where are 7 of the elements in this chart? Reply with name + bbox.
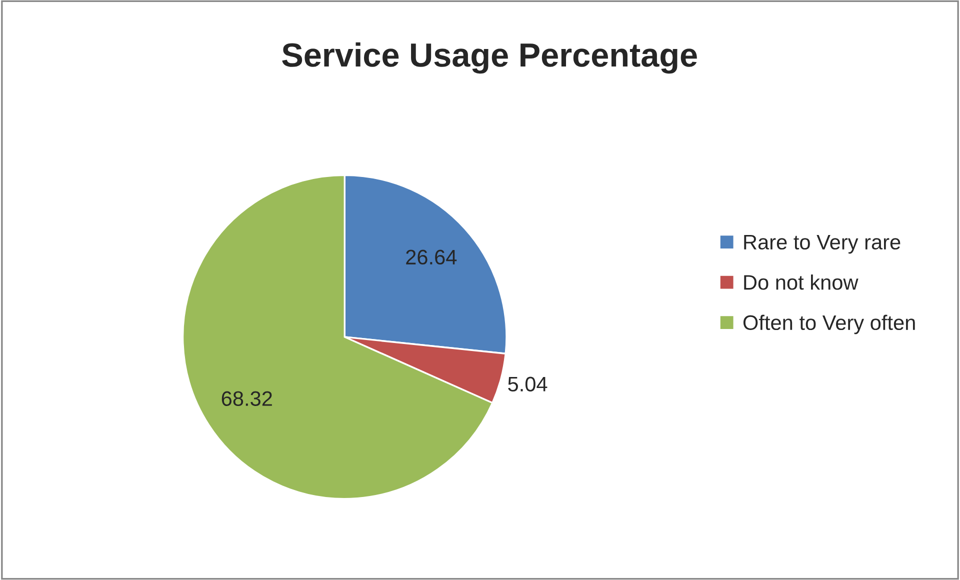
- legend-label: Rare to Very rare: [744, 235, 900, 254]
- legend-label: Often to Very often: [743, 314, 915, 334]
- data-label: 68.32: [222, 391, 272, 406]
- data-label: 5.04: [508, 376, 548, 392]
- data-label: 26.64: [406, 250, 457, 265]
- legend-label: Do not know: [744, 274, 858, 290]
- chart-title: Service Usage Percentage: [282, 42, 697, 74]
